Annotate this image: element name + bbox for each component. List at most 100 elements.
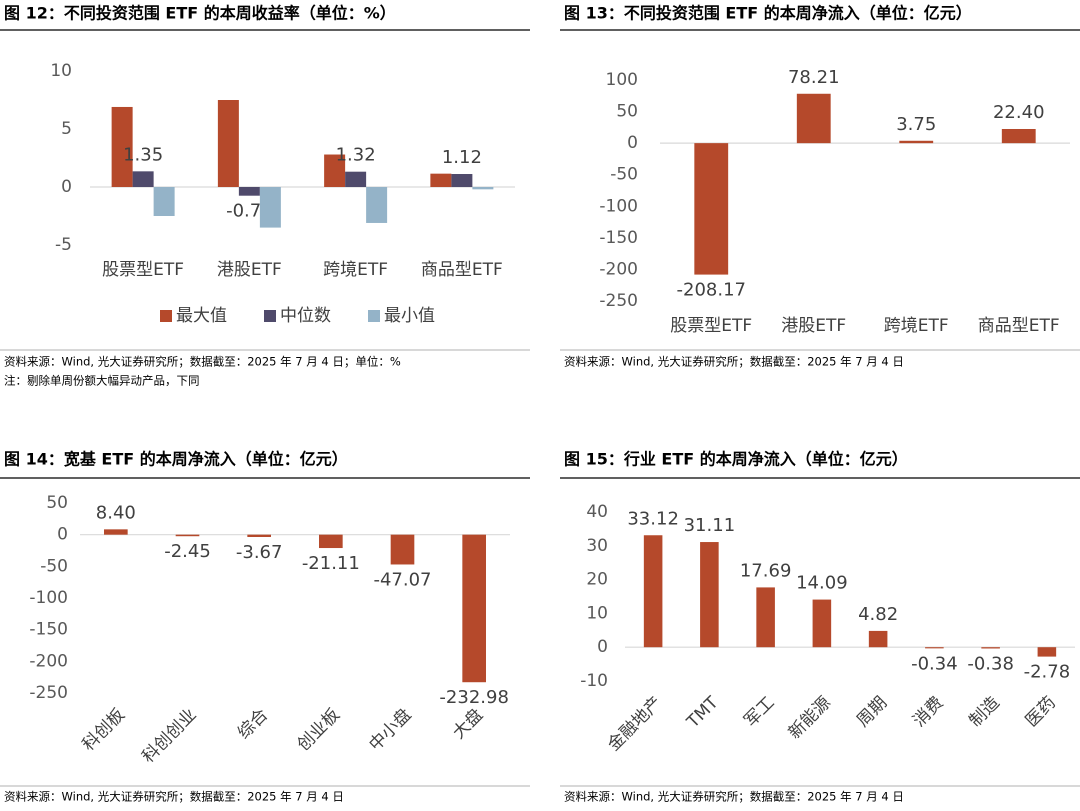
x-tick-label: 股票型ETF bbox=[102, 260, 184, 280]
y-tick-label: 5 bbox=[61, 119, 72, 139]
bar bbox=[238, 187, 260, 196]
value-label: -21.11 bbox=[302, 553, 360, 574]
bar bbox=[868, 630, 888, 648]
y-tick-label: -100 bbox=[599, 196, 638, 216]
y-tick-label: 10 bbox=[50, 61, 72, 81]
x-tick-label: 大盘 bbox=[449, 705, 487, 743]
note: 注：剔除单周份额大幅异动产品，下同 bbox=[4, 374, 200, 388]
y-tick-label: 0 bbox=[57, 525, 68, 545]
x-tick-label: 科创板 bbox=[79, 705, 129, 755]
value-label: 22.40 bbox=[993, 102, 1045, 123]
x-tick-label: 跨境ETF bbox=[884, 316, 949, 336]
y-tick-label: -200 bbox=[29, 651, 68, 671]
y-tick-label: 30 bbox=[586, 536, 608, 556]
bar bbox=[390, 534, 415, 565]
x-tick-label: 新能源 bbox=[785, 693, 835, 743]
bar bbox=[153, 187, 175, 216]
bar bbox=[981, 647, 1000, 649]
value-label: 78.21 bbox=[788, 67, 840, 88]
bar bbox=[345, 171, 367, 187]
bar bbox=[925, 647, 944, 649]
value-label: -208.17 bbox=[677, 280, 746, 301]
x-tick-label: 医药 bbox=[1022, 693, 1060, 731]
bar bbox=[217, 100, 239, 187]
bar bbox=[366, 187, 388, 223]
value-label: 4.82 bbox=[858, 604, 898, 625]
bar bbox=[319, 534, 343, 549]
y-tick-label: 50 bbox=[46, 493, 68, 513]
bar bbox=[462, 534, 486, 683]
bar bbox=[812, 599, 832, 648]
y-tick-label: -150 bbox=[599, 228, 638, 248]
x-tick-label: 创业板 bbox=[294, 705, 344, 755]
y-tick-label: -50 bbox=[40, 556, 68, 576]
y-tick-label: -10 bbox=[580, 671, 608, 691]
x-tick-label: 股票型ETF bbox=[670, 316, 752, 336]
legend-label: 中位数 bbox=[280, 306, 331, 326]
x-tick-label: 周期 bbox=[853, 693, 891, 731]
y-tick-label: -200 bbox=[599, 259, 638, 279]
x-tick-label: 跨境ETF bbox=[323, 260, 388, 280]
bar bbox=[451, 174, 473, 187]
chart-title: 图 15：行业 ETF 的本周净流入（单位：亿元） bbox=[564, 450, 908, 469]
x-tick-label: 港股ETF bbox=[781, 316, 846, 336]
value-label: 17.69 bbox=[740, 560, 792, 581]
bar bbox=[111, 106, 133, 187]
chart-title: 图 14：宽基 ETF 的本周净流入（单位：亿元） bbox=[4, 450, 348, 469]
x-tick-label: 军工 bbox=[741, 693, 779, 731]
legend-swatch bbox=[368, 310, 380, 322]
bar bbox=[643, 535, 663, 648]
x-tick-label: TMT bbox=[683, 692, 723, 732]
legend-label: 最小值 bbox=[384, 306, 435, 326]
source: 资料来源：Wind, 光大证券研究所；数据截至：2025 年 7 月 4 日；单… bbox=[4, 355, 401, 369]
value-label: -2.78 bbox=[1024, 662, 1071, 683]
x-tick-label: 中小盘 bbox=[365, 705, 415, 755]
x-tick-label: 商品型ETF bbox=[421, 260, 503, 280]
value-label: -3.67 bbox=[236, 542, 283, 563]
y-tick-label: -50 bbox=[610, 165, 638, 185]
x-tick-label: 金融地产 bbox=[604, 693, 666, 755]
value-label: 8.40 bbox=[96, 502, 136, 523]
value-label: -47.07 bbox=[373, 569, 431, 590]
y-tick-label: -250 bbox=[599, 291, 638, 311]
value-label: 1.35 bbox=[123, 144, 163, 165]
legend-label: 最大值 bbox=[176, 306, 227, 326]
bar bbox=[259, 187, 281, 228]
bar bbox=[756, 587, 775, 648]
source: 资料来源：Wind, 光大证券研究所；数据截至：2025 年 7 月 4 日 bbox=[564, 355, 904, 369]
value-label: -2.45 bbox=[164, 541, 211, 562]
value-label: -0.38 bbox=[967, 653, 1014, 674]
x-tick-label: 消费 bbox=[909, 693, 947, 731]
y-tick-label: 20 bbox=[586, 570, 608, 590]
value-label: 1.32 bbox=[336, 145, 376, 166]
bar bbox=[694, 143, 729, 275]
value-label: 3.75 bbox=[896, 114, 936, 135]
bar bbox=[899, 140, 934, 144]
y-tick-label: 50 bbox=[616, 102, 638, 122]
source: 资料来源：Wind, 光大证券研究所；数据截至：2025 年 7 月 4 日 bbox=[4, 790, 344, 804]
y-tick-label: 0 bbox=[597, 637, 608, 657]
y-tick-label: -100 bbox=[29, 588, 68, 608]
y-tick-label: 40 bbox=[586, 502, 608, 522]
legend-swatch bbox=[264, 310, 276, 322]
bar bbox=[324, 154, 346, 187]
value-label: -0.34 bbox=[911, 653, 958, 674]
chart-title: 图 12：不同投资范围 ETF 的本周收益率（单位：%） bbox=[4, 4, 396, 23]
x-tick-label: 商品型ETF bbox=[978, 316, 1060, 336]
bar bbox=[247, 534, 271, 537]
x-tick-label: 科创创业 bbox=[138, 705, 200, 767]
value-label: 1.12 bbox=[442, 147, 482, 168]
y-tick-label: 0 bbox=[627, 133, 638, 153]
y-tick-label: -5 bbox=[55, 235, 72, 255]
x-tick-label: 制造 bbox=[966, 693, 1004, 731]
bar bbox=[472, 187, 494, 190]
value-label: 14.09 bbox=[796, 573, 848, 594]
y-tick-label: 100 bbox=[606, 70, 638, 90]
bar bbox=[700, 542, 719, 648]
bar bbox=[104, 529, 128, 535]
bar bbox=[132, 171, 154, 187]
source: 资料来源：Wind, 光大证券研究所；数据截至：2025 年 7 月 4 日 bbox=[564, 790, 904, 804]
bar bbox=[430, 173, 452, 187]
y-tick-label: -150 bbox=[29, 620, 68, 640]
